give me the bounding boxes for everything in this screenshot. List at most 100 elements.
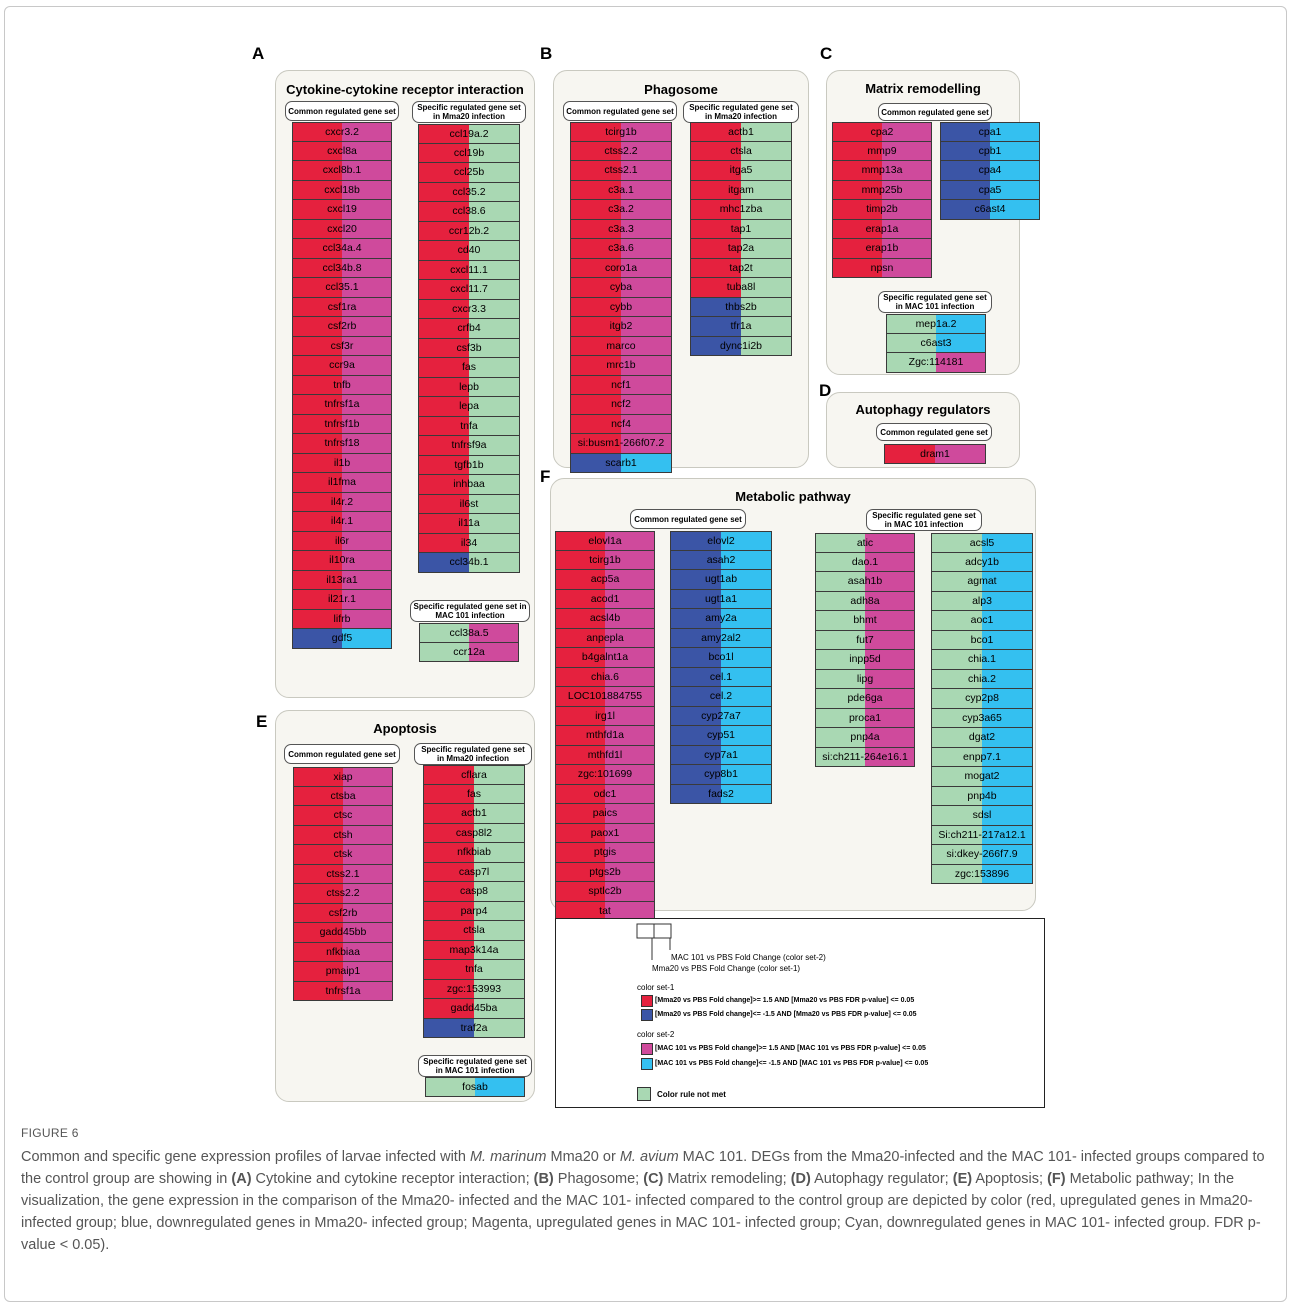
- gene-name: tcirg1b: [605, 126, 637, 138]
- mac101-color-half: [721, 628, 771, 647]
- gene-name: acod1: [590, 592, 620, 605]
- gene-cell: cxcr3.3: [418, 299, 520, 319]
- mac101-color-half: [605, 784, 654, 803]
- gene-cell: tcirg1b: [555, 550, 655, 570]
- gene-name: cxcr3.3: [452, 302, 486, 315]
- mac101-color-half: [721, 648, 771, 667]
- gene-name: cyp8b1: [704, 768, 738, 780]
- mma20-color-half: [571, 395, 621, 414]
- gene-cell: ctss2.2: [293, 884, 393, 904]
- mac101-color-half: [342, 590, 391, 609]
- gene-name: mthfd1a: [586, 729, 624, 741]
- gene-name: cyba: [609, 281, 633, 293]
- mma20-color-half: [293, 239, 342, 258]
- mma20-color-half: [816, 689, 865, 708]
- mma20-color-half: [571, 336, 621, 355]
- mma20-color-half: [571, 258, 621, 277]
- gene-name: ccl38.6: [452, 205, 486, 217]
- mma20-color-half: [293, 414, 342, 433]
- mma20-color-half: [671, 726, 721, 745]
- mac101-color-half: [343, 923, 392, 942]
- gene-cell: proca1: [815, 708, 915, 728]
- gene-cell: itgam: [690, 180, 792, 200]
- legend-key-diagram: [636, 923, 672, 960]
- mma20-color-half: [941, 123, 990, 141]
- gene-cell: chia.2: [931, 669, 1033, 689]
- gene-name: tnfrsf1a: [325, 984, 361, 997]
- mma20-color-half: [294, 864, 343, 883]
- gene-cell: erap1b: [832, 239, 932, 259]
- gene-cell: fut7: [815, 630, 915, 650]
- gene-name: chia.6: [590, 670, 620, 683]
- gene-name: zgc:153896: [954, 867, 1010, 880]
- list-header: Common regulated gene set: [563, 101, 677, 121]
- gene-name: il1b: [333, 456, 351, 469]
- gene-cell: ctsc: [293, 806, 393, 826]
- gene-name: xiap: [333, 771, 353, 783]
- mac101-color-half: [605, 589, 654, 608]
- mac101-color-half: [721, 609, 771, 628]
- gene-name: bco1l: [708, 651, 734, 663]
- mma20-color-half: [556, 765, 605, 784]
- gene-name: cyp51: [706, 729, 736, 741]
- gene-cell: alp3: [931, 591, 1033, 611]
- mma20-color-half: [424, 940, 474, 959]
- mma20-color-half: [816, 669, 865, 688]
- mma20-color-half: [571, 375, 621, 394]
- mac101-color-half: [882, 200, 931, 219]
- gene-name: ccl38a.5: [449, 627, 489, 639]
- mma20-color-half: [420, 642, 469, 661]
- mac101-color-half: [605, 532, 654, 550]
- gene-name: amy2al2: [701, 631, 741, 644]
- gene-cell: chia.6: [555, 667, 655, 687]
- mac101-color-half: [741, 180, 791, 199]
- mma20-color-half: [293, 629, 342, 648]
- gene-cell: lipg: [815, 669, 915, 689]
- gene-cell: cyp27a7: [670, 706, 772, 726]
- gene-cell: zgc:153896: [931, 864, 1033, 884]
- mac101-color-half: [605, 823, 654, 842]
- mac101-color-half: [741, 161, 791, 180]
- mac101-color-half: [469, 182, 519, 201]
- mma20-color-half: [293, 336, 342, 355]
- gene-cell: mep1a.2: [886, 314, 986, 334]
- mac101-color-half: [865, 650, 914, 669]
- gene-name: csf2rb: [328, 906, 358, 919]
- gene-name: cxcl8a: [327, 144, 357, 157]
- mac101-color-half: [342, 414, 391, 433]
- mma20-color-half: [419, 221, 469, 240]
- mma20-color-half: [420, 624, 469, 642]
- mac101-color-half: [474, 940, 524, 959]
- mac101-color-half: [343, 884, 392, 903]
- gene-name: il4r.2: [330, 495, 354, 508]
- list-header: Specific regulated gene set in Mma20 inf…: [683, 101, 799, 123]
- gene-cell: tuba8l: [690, 278, 792, 298]
- mma20-color-half: [556, 726, 605, 745]
- mac101-color-half: [882, 180, 931, 199]
- gene-name: casp8: [459, 885, 489, 897]
- mac101-color-half: [474, 862, 524, 881]
- gene-cell: amy2a: [670, 609, 772, 629]
- gene-name: gadd45ba: [450, 1002, 498, 1014]
- swatch-magenta: [641, 1043, 653, 1055]
- gene-cell: c3a.1: [570, 180, 672, 200]
- gene-cell: cpa2: [832, 122, 932, 142]
- mma20-color-half: [671, 765, 721, 784]
- mac101-color-half: [343, 942, 392, 961]
- gene-list: xiap ctsba ctsc ctsh ctsk ctss2.1 ctss2.2 csf2r…: [293, 767, 393, 1001]
- gene-cell: il1b: [292, 453, 392, 473]
- gene-name: asah2: [706, 553, 736, 566]
- mac101-color-half: [474, 843, 524, 862]
- mac101-color-half: [469, 338, 519, 357]
- gene-cell: ccl34a.4: [292, 239, 392, 259]
- gene-cell: asah2: [670, 550, 772, 570]
- mac101-color-half: [621, 336, 671, 355]
- list-header: Common regulated gene set: [630, 509, 746, 529]
- mma20-color-half: [419, 319, 469, 338]
- panel-title: Phagosome: [644, 82, 718, 97]
- legend-set1-title: color set-1: [637, 983, 675, 992]
- gene-name: mmp13a: [861, 164, 903, 176]
- gene-name: pnp4a: [850, 731, 880, 743]
- mma20-color-half: [293, 317, 342, 336]
- mac101-color-half: [865, 534, 914, 552]
